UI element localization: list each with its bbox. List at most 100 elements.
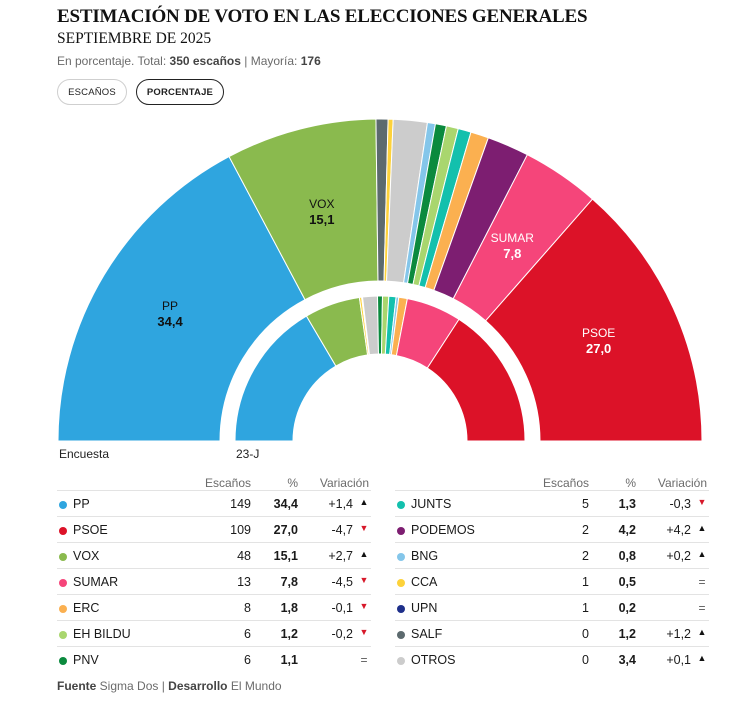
header-pct: % (287, 476, 298, 490)
table-row: SUMAR 13 7,8 -4,5 ▼ (57, 568, 371, 594)
pct-value: 27,0 (273, 523, 298, 537)
arrow-down-icon: ▼ (359, 575, 369, 585)
party-name: SUMAR (73, 575, 119, 589)
chart-subtitle: SEPTIEMBRE DE 2025 (57, 30, 212, 47)
variation-value: +2,7 (328, 549, 353, 563)
party-name: PNV (73, 653, 99, 667)
seats-value: 8 (244, 601, 251, 615)
party-color-dot (59, 605, 67, 613)
party-name: PODEMOS (411, 523, 475, 537)
seats-value: 1 (582, 601, 589, 615)
pct-value: 0,8 (618, 549, 636, 563)
note-total: 350 escaños (169, 54, 241, 68)
arrow-up-icon: ▲ (697, 627, 707, 637)
seats-value: 13 (237, 575, 251, 589)
variation-value: -0,2 (331, 627, 353, 641)
party-name: PSOE (73, 523, 108, 537)
table-row: PP 149 34,4 +1,4 ▲ (57, 490, 371, 516)
party-name: CCA (411, 575, 438, 589)
table-row: PSOE 109 27,0 -4,7 ▼ (57, 516, 371, 542)
inner-ring-23j (234, 295, 526, 442)
hemicycle-chart (57, 118, 703, 442)
toggle-percent-button[interactable]: PORCENTAJE (136, 79, 224, 105)
note-prefix: En porcentaje. Total: (57, 54, 170, 68)
party-name: SALF (411, 627, 443, 641)
party-color-dot (397, 605, 405, 613)
party-name: OTROS (411, 653, 456, 667)
arc-label-value: 34,4 (157, 313, 183, 329)
arc-label-value: 7,8 (503, 245, 522, 261)
table-row: SALF 0 1,2 +1,2 ▲ (395, 620, 709, 646)
seats-value: 0 (582, 653, 589, 667)
seats-value: 2 (582, 523, 589, 537)
arrow-down-icon: ▼ (359, 601, 369, 611)
variation-value: +4,2 (666, 523, 691, 537)
table-row: JUNTS 5 1,3 -0,3 ▼ (395, 490, 709, 516)
pct-value: 1,1 (280, 653, 298, 667)
chart-title: ESTIMACIÓN DE VOTO EN LAS ELECCIONES GEN… (57, 6, 588, 27)
arrow-up-icon: ▲ (697, 653, 707, 663)
arrow-up-icon: ▲ (359, 549, 369, 559)
party-color-dot (59, 527, 67, 535)
inner-arc-psoe (426, 318, 526, 442)
table-row: OTROS 0 3,4 +0,1 ▲ (395, 646, 709, 672)
table-row: VOX 48 15,1 +2,7 ▲ (57, 542, 371, 568)
legend-inner-label: 23-J (236, 447, 260, 461)
footer-credits: Fuente Sigma Dos | Desarrollo El Mundo (57, 679, 282, 693)
party-name: UPN (411, 601, 438, 615)
equal-icon: = (360, 653, 368, 667)
header-var: Variación (657, 476, 707, 490)
arrow-up-icon: ▲ (697, 523, 707, 533)
header-pct: % (625, 476, 636, 490)
arrow-down-icon: ▼ (697, 497, 707, 507)
pct-value: 1,2 (618, 627, 636, 641)
pct-value: 1,3 (618, 497, 636, 511)
pct-value: 7,8 (280, 575, 298, 589)
arc-label-name: VOX (309, 197, 335, 212)
party-color-dot (59, 579, 67, 587)
table-row: PNV 6 1,1 = (57, 646, 371, 672)
seats-value: 0 (582, 627, 589, 641)
party-name: JUNTS (411, 497, 452, 511)
variation-value: -4,7 (331, 523, 353, 537)
arrow-up-icon: ▲ (359, 497, 369, 507)
outer-arc-psoe (484, 198, 703, 442)
pct-value: 4,2 (618, 523, 636, 537)
header-seats: Escaños (204, 476, 251, 490)
variation-value: +0,2 (666, 549, 691, 563)
seats-value: 2 (582, 549, 589, 563)
variation-value: +0,1 (666, 653, 691, 667)
seats-value: 109 (230, 523, 251, 537)
results-table-right: Escaños % Variación JUNTS 5 1,3 -0,3 ▼ PODEMO… (395, 472, 709, 672)
party-color-dot (59, 657, 67, 665)
arc-label-name: PP (162, 298, 179, 313)
pct-value: 3,4 (618, 653, 636, 667)
pct-value: 15,1 (273, 549, 298, 563)
party-name: ERC (73, 601, 100, 615)
dev-label: Desarrollo (168, 679, 228, 693)
arc-label-pp: PP 34,4 (130, 299, 210, 329)
party-color-dot (397, 657, 405, 665)
arc-label-psoe: PSOE 27,0 (559, 326, 639, 356)
pct-value: 34,4 (273, 497, 298, 511)
arc-label-vox: VOX 15,1 (282, 197, 362, 227)
header-var: Variación (319, 476, 369, 490)
seats-value: 149 (230, 497, 251, 511)
toggle-seats-button[interactable]: ESCAÑOS (57, 79, 127, 105)
party-color-dot (59, 501, 67, 509)
arrow-down-icon: ▼ (359, 627, 369, 637)
arc-label-name: SUMAR (490, 230, 534, 245)
pct-value: 1,2 (280, 627, 298, 641)
arrow-up-icon: ▲ (697, 549, 707, 559)
party-color-dot (397, 501, 405, 509)
seats-value: 6 (244, 627, 251, 641)
arc-label-value: 27,0 (585, 341, 612, 357)
table-row: CCA 1 0,5 = (395, 568, 709, 594)
party-color-dot (397, 579, 405, 587)
source-value: Sigma Dos | (96, 679, 169, 693)
variation-value: -0,3 (669, 497, 691, 511)
seats-value: 48 (237, 549, 251, 563)
party-name: BNG (411, 549, 439, 563)
dev-value: El Mundo (227, 679, 282, 693)
pct-value: 0,2 (618, 601, 636, 615)
